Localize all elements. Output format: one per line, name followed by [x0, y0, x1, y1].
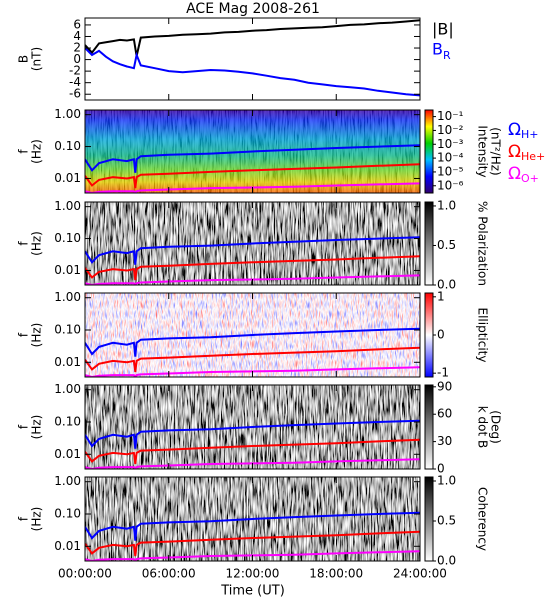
colorbar-tick-label: 90: [437, 379, 452, 393]
y-tick-label: 0.01: [54, 447, 81, 461]
y-tick-label: -6: [69, 87, 81, 101]
y-axis-label: f: [17, 149, 31, 154]
y-axis-label: (Hz): [30, 231, 44, 256]
series-line: [85, 163, 420, 189]
colorbar-tick-label: 0.0: [437, 278, 456, 292]
legend-label: Ω: [508, 120, 521, 140]
y-tick-label: 0.10: [54, 231, 81, 245]
y-tick-label: 0.01: [54, 539, 81, 553]
colorbar: [424, 292, 434, 378]
x-tick-label: 18:00:00: [309, 567, 363, 581]
colorbar: [424, 476, 434, 562]
x-tick-label: 00:00:00: [58, 567, 112, 581]
series-line: [85, 419, 420, 449]
y-tick-label: 0.10: [54, 506, 81, 520]
title: ACE Mag 2008-261: [186, 1, 320, 17]
y-axis-label: (Hz): [30, 323, 44, 348]
legend-subscript: O+: [521, 172, 539, 185]
y-tick-label: 0.10: [54, 322, 81, 336]
y-axis-label: (Hz): [30, 139, 44, 164]
colorbar-tick-label: 10⁻³: [437, 137, 464, 151]
x-tick-label: 12:00:00: [226, 567, 280, 581]
series-line: [85, 144, 420, 173]
legend-subscript: H+: [521, 128, 539, 141]
y-axis-label: f: [17, 516, 31, 521]
y-tick-label: -4: [69, 75, 81, 89]
colorbar-tick-label: 10⁻⁵: [437, 164, 464, 178]
series-line: [85, 550, 420, 561]
series-line: [85, 47, 420, 97]
series-line: [85, 458, 420, 469]
colorbar-tick-label: 10⁻¹: [437, 109, 464, 123]
colorbar-tick-label: 10⁻⁴: [437, 151, 464, 165]
series-line: [85, 182, 420, 193]
y-tick-label: 0.01: [54, 263, 81, 277]
y-tick-label: 2: [73, 41, 81, 55]
colorbar-tick-label: 10⁻⁶: [437, 178, 464, 192]
colorbar-label: Coherency: [476, 487, 490, 551]
y-axis-label: (nT): [30, 47, 44, 71]
colorbar: [424, 384, 434, 470]
series-line: [85, 19, 420, 57]
legend-subscript: He+: [521, 150, 545, 163]
y-tick-label: 1.00: [54, 474, 81, 488]
y-axis-label: f: [17, 241, 31, 246]
colorbar-tick-label: 0.5: [437, 514, 456, 528]
x-tick-label: 06:00:00: [142, 567, 196, 581]
colorbar-tick-label: 0: [437, 462, 445, 476]
y-tick-label: 0.10: [54, 139, 81, 153]
y-tick-label: 0: [73, 52, 81, 66]
colorbar-label: (nT²/Hz): [489, 127, 503, 175]
y-tick-label: 1.00: [54, 199, 81, 213]
series-line: [85, 530, 420, 557]
x-axis-label: Time (UT): [220, 584, 285, 599]
series-line: [85, 346, 420, 373]
colorbar-tick-label: 1.0: [437, 198, 456, 212]
colorbar-label: Intensity: [476, 125, 490, 177]
y-tick-label: 0.10: [54, 414, 81, 428]
legend-subscript: R: [443, 49, 451, 62]
colorbar: [424, 109, 434, 194]
series-line: [85, 327, 420, 357]
y-axis-label: (Hz): [30, 415, 44, 440]
colorbar-label: % Polarization: [476, 201, 490, 286]
y-tick-label: 6: [73, 17, 81, 31]
legend-label: Ω: [508, 142, 521, 162]
colorbar-tick-label: -1: [437, 366, 449, 380]
series-line: [85, 438, 420, 465]
colorbar-tick-label: 1.0: [437, 474, 456, 488]
y-tick-label: 0.01: [54, 355, 81, 369]
colorbar-tick-label: 0: [437, 328, 445, 342]
y-tick-label: 1.00: [54, 382, 81, 396]
y-axis-label: B: [17, 55, 31, 63]
colorbar-tick-label: 0.0: [437, 554, 456, 568]
y-tick-label: -2: [69, 64, 81, 78]
y-tick-label: 1.00: [54, 107, 81, 121]
x-tick-label: 24:00:00: [393, 567, 447, 581]
colorbar-label: Ellipticity: [476, 308, 490, 363]
colorbar-tick-label: 0.5: [437, 238, 456, 252]
series-line: [85, 255, 420, 281]
y-tick-label: 4: [73, 29, 81, 43]
colorbar-tick-label: 1: [437, 289, 445, 303]
colorbar-label: (Deg): [489, 410, 503, 444]
legend-label: Ω: [508, 164, 521, 184]
colorbar-tick-label: 10⁻²: [437, 123, 464, 137]
legend-label: B: [432, 40, 443, 59]
y-axis-label: f: [17, 332, 31, 337]
series-line: [85, 236, 420, 265]
series-line: [85, 366, 420, 377]
series-line: [85, 274, 420, 285]
colorbar-tick-label: 30: [437, 434, 452, 448]
y-tick-label: 1.00: [54, 290, 81, 304]
colorbar: [424, 201, 434, 286]
y-axis-label: f: [17, 424, 31, 429]
colorbar-label: k dot B: [476, 406, 490, 448]
series-line: [85, 511, 420, 541]
y-tick-label: 0.01: [54, 171, 81, 185]
legend-label: |B|: [432, 20, 454, 39]
colorbar-tick-label: 60: [437, 407, 452, 421]
y-axis-label: (Hz): [30, 507, 44, 532]
